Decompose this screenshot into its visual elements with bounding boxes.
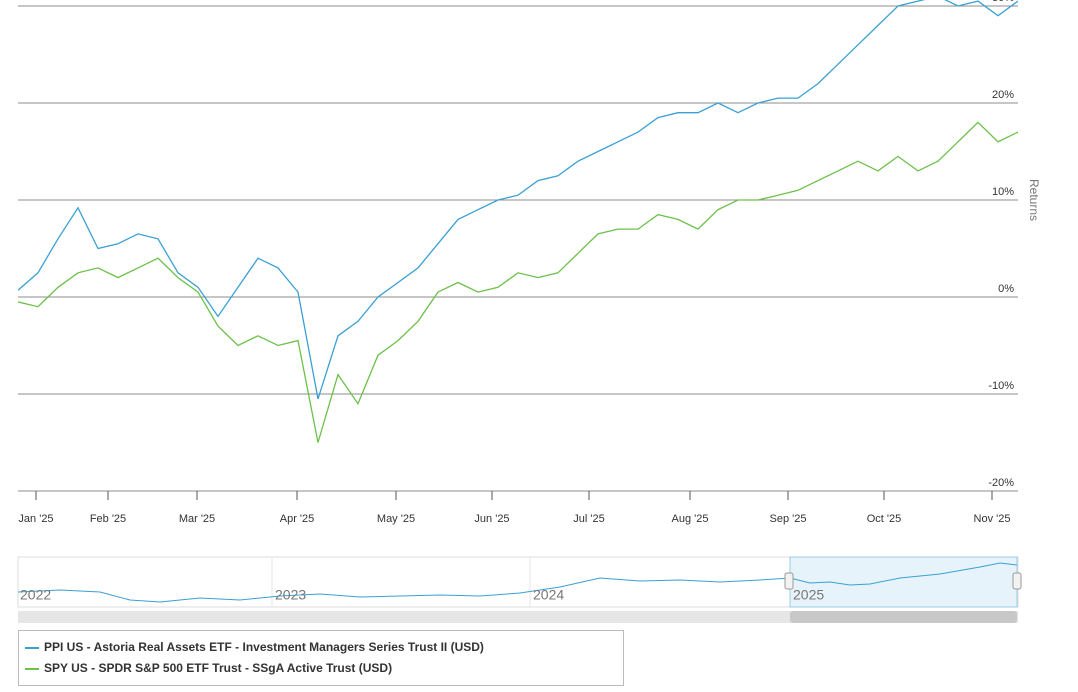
x-tick-label: Jan '25 [18,513,53,525]
y-axis-title: Returns [1027,179,1041,221]
x-tick-label: Aug '25 [672,513,709,525]
legend-item[interactable]: PPI US - Astoria Real Assets ETF - Inves… [25,637,617,658]
legend-swatch [25,667,39,670]
navigator-label: 2023 [275,587,306,603]
x-tick-label: Nov '25 [974,513,1011,525]
y-tick-label: 10% [992,186,1014,198]
x-tick-label: Sep '25 [770,513,807,525]
x-tick-label: Jun '25 [474,513,509,525]
chart: Returns -20% -10% 0% 10% 20% 30% Jan '25 Feb '2… [17,0,1041,623]
y-tick-label: -20% [988,477,1014,489]
navigator-line [17,562,1018,603]
y-tick-label: 30% [992,0,1014,4]
legend-label: SPY US - SPDR S&P 500 ETF Trust - SSgA A… [44,661,393,675]
legend: PPI US - Astoria Real Assets ETF - Inves… [18,630,624,686]
navigator [17,556,1022,623]
x-tick-label: Oct '25 [867,513,902,525]
series-line [18,121,1018,443]
y-tick-label: -10% [988,380,1014,392]
legend-swatch [25,646,39,649]
series-line [18,0,1018,400]
navigator-handle[interactable] [1012,572,1022,590]
scrollbar-track[interactable] [18,611,1018,623]
legend-label: PPI US - Astoria Real Assets ETF - Inves… [44,640,484,654]
x-tick-label: Mar '25 [179,513,215,525]
plot-lines [18,0,1018,443]
navigator-handle[interactable] [784,572,794,590]
scrollbar-thumb[interactable] [790,611,1017,623]
legend-item[interactable]: SPY US - SPDR S&P 500 ETF Trust - SSgA A… [25,658,617,679]
x-tick-label: Jul '25 [573,513,604,525]
x-tick-label: Apr '25 [280,513,315,525]
y-tick-label: 0% [998,283,1014,295]
x-tick-label: Feb '25 [90,513,126,525]
navigator-label: 2025 [793,587,824,603]
x-tick-label: May '25 [377,513,415,525]
navigator-label: 2022 [20,587,51,603]
y-tick-label: 20% [992,89,1014,101]
navigator-label: 2024 [533,587,564,603]
